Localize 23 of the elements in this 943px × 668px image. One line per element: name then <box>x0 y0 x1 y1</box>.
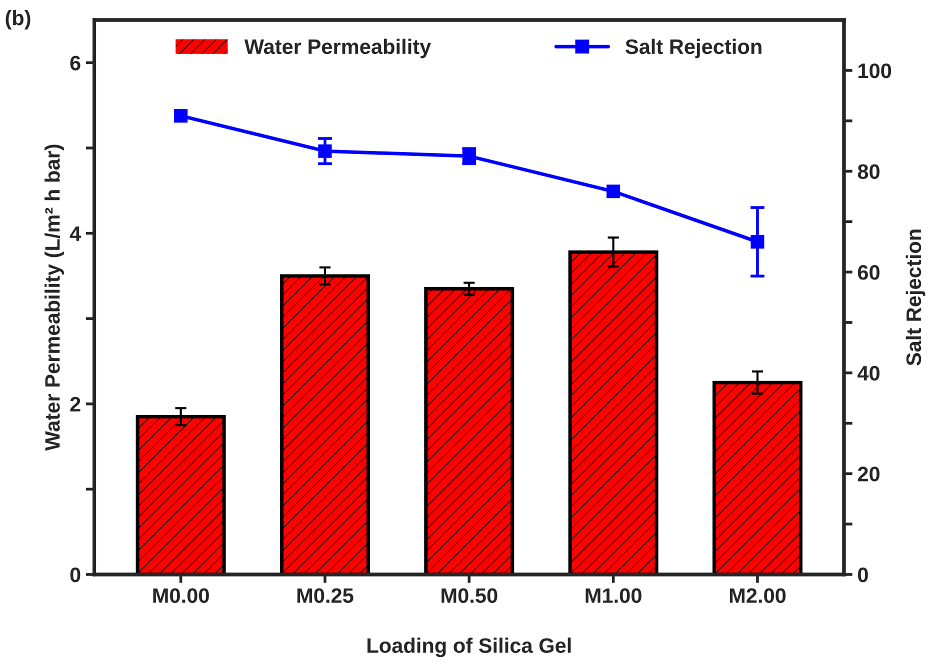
y-tick-label: 0 <box>70 567 80 582</box>
y2-tick-label: 100 <box>858 63 892 78</box>
y2-tick-label: 80 <box>858 164 880 180</box>
y2-tick-label: 60 <box>858 265 880 280</box>
y2-tick-label: 0 <box>858 567 868 582</box>
y-tick-label: 4 <box>70 226 81 241</box>
x-tick-label: M1.00 <box>586 588 642 603</box>
y-axis-title: Water Permeability (L/m² h bar) <box>44 144 64 451</box>
chart-title: (b) <box>6 10 30 30</box>
y2-axis-title: Salt Rejection <box>906 230 926 366</box>
legend-label: Water Permeability <box>244 38 432 58</box>
x-tick-label: M2.00 <box>730 588 786 603</box>
x-tick-label: M0.25 <box>297 588 354 603</box>
y2-tick-label: 20 <box>858 466 880 482</box>
x-tick-label: M0.00 <box>153 588 209 603</box>
y-tick-label: 2 <box>70 396 80 412</box>
legend-label: Salt Rejection <box>626 38 762 58</box>
point <box>174 109 188 123</box>
x-tick-label: M0.50 <box>442 588 498 603</box>
y-tick-label: 6 <box>70 56 80 70</box>
point <box>606 184 620 198</box>
x-axis-title: Loading of Silica Gel <box>368 638 571 658</box>
y2-tick-label: 40 <box>857 366 880 381</box>
